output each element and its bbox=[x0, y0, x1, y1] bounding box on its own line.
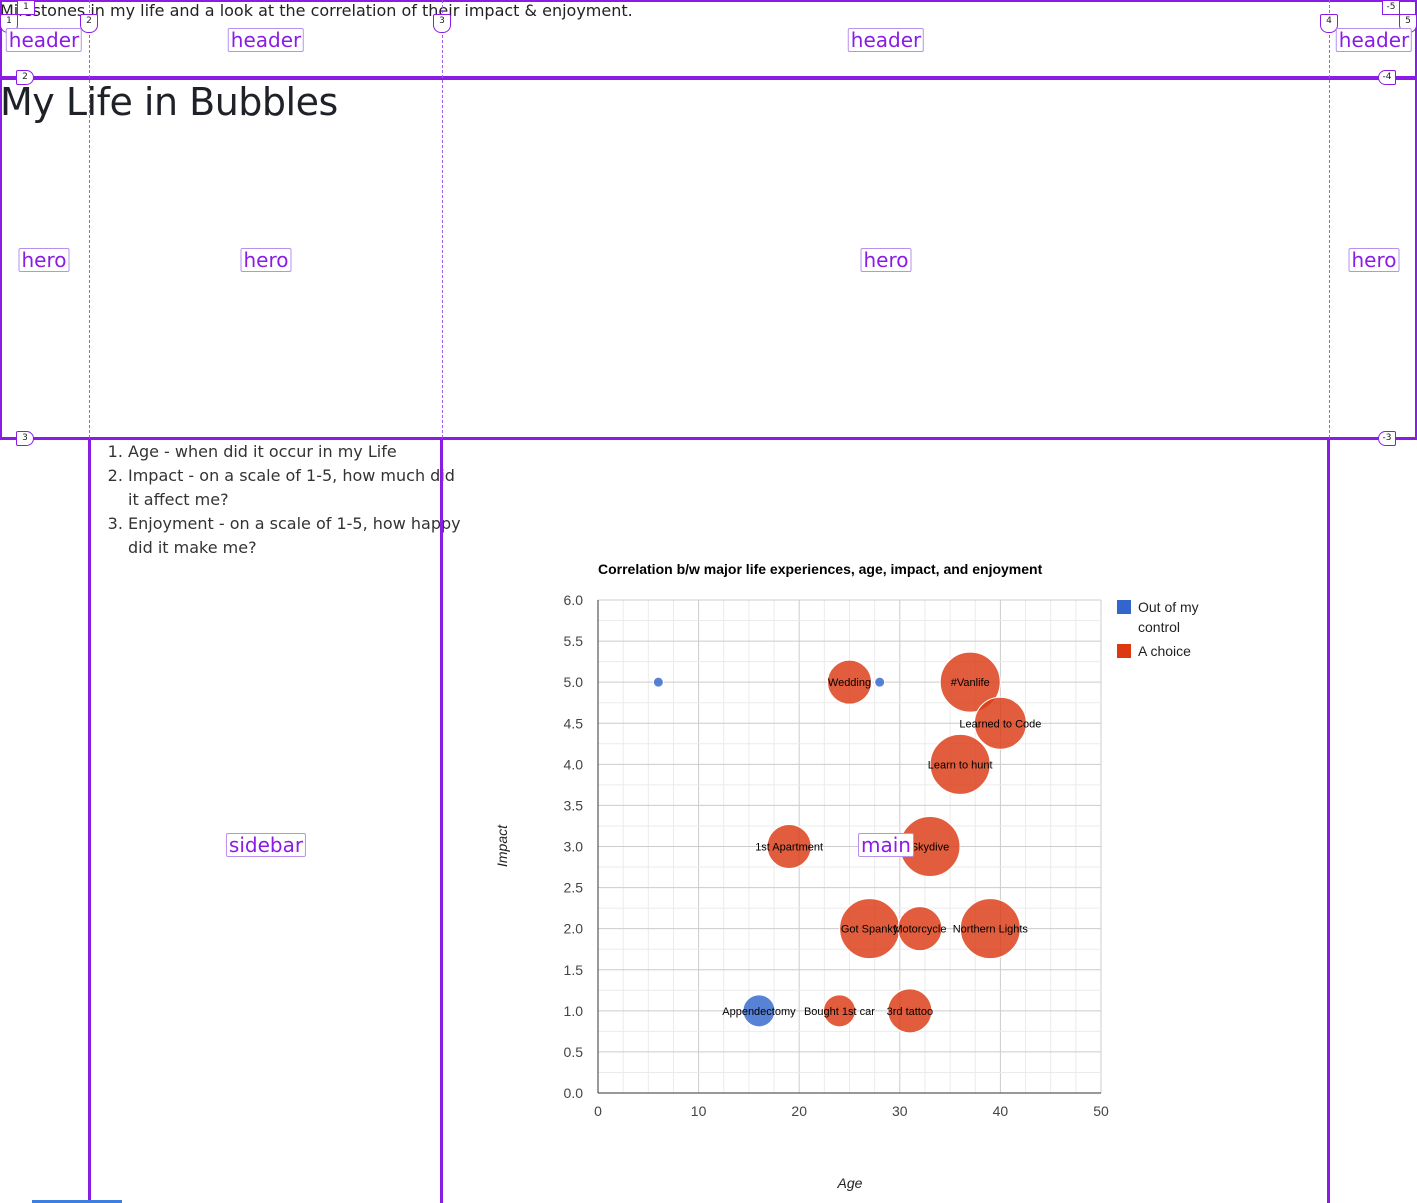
bubble-label: Northern Lights bbox=[953, 924, 1029, 936]
legend-label-a-choice: A choice bbox=[1138, 643, 1191, 659]
chart-axes: 0 10 20 30 40 50 0.0 0.5 1.0 1.5 2.0 2.5 3.0 3.5 4.0 4.… bbox=[564, 592, 1109, 1119]
criteria-item: Enjoyment - on a scale of 1-5, how happy… bbox=[128, 512, 468, 560]
bubble bbox=[874, 676, 886, 688]
grid-area-label: header bbox=[5, 28, 83, 52]
y-tick-label: 1.0 bbox=[564, 1003, 584, 1019]
bubble-label: Bought 1st car bbox=[804, 1006, 875, 1018]
grid-row-line-3 bbox=[0, 437, 1417, 440]
bubble bbox=[929, 733, 991, 795]
grid-line-number: 1 bbox=[17, 0, 35, 15]
bubble bbox=[959, 898, 1021, 960]
bubble-label: Learned to Code bbox=[959, 718, 1041, 730]
y-tick-label: 0.0 bbox=[564, 1085, 584, 1101]
x-axis-label: Age bbox=[837, 1175, 863, 1191]
intro-text: Milestones in my life and a look at the … bbox=[0, 1, 633, 20]
bubble-label: 3rd tattoo bbox=[887, 1006, 933, 1018]
grid-line-number: -3 bbox=[1378, 431, 1396, 446]
grid-line-number: 3 bbox=[433, 14, 451, 33]
y-tick-label: 5.5 bbox=[564, 633, 584, 649]
chart-title: Correlation b/w major life experiences, … bbox=[598, 561, 1043, 577]
bubble bbox=[652, 676, 664, 688]
grid-line-number: -5 bbox=[1382, 0, 1400, 15]
y-tick-label: 4.5 bbox=[564, 715, 584, 731]
grid-col-line-4 bbox=[1327, 438, 1330, 1203]
grid-track-dash bbox=[442, 0, 443, 438]
legend-swatch-out-of-control bbox=[1117, 600, 1131, 614]
grid-area-label: header bbox=[847, 28, 925, 52]
grid-area-label: hero bbox=[240, 248, 292, 272]
grid-track-dash bbox=[89, 0, 90, 438]
grid-area-label: hero bbox=[860, 248, 912, 272]
bubble-label: 1st Apartment bbox=[755, 842, 823, 854]
grid-area-label: main bbox=[858, 833, 914, 857]
x-tick-label: 10 bbox=[691, 1103, 707, 1119]
y-tick-label: 3.5 bbox=[564, 797, 584, 813]
grid-line-number: 4 bbox=[1320, 14, 1338, 33]
bubble bbox=[897, 906, 943, 952]
horizontal-scrollbar-thumb[interactable] bbox=[32, 1200, 122, 1203]
grid-col-line-3 bbox=[440, 438, 443, 1203]
y-tick-label: 0.5 bbox=[564, 1044, 584, 1060]
chart-bubble-labels: Appendectomy Wedding #Vanlife Learned to Co… bbox=[722, 677, 1041, 1018]
x-tick-label: 40 bbox=[993, 1103, 1009, 1119]
y-tick-label: 1.5 bbox=[564, 962, 584, 978]
bubble bbox=[742, 994, 776, 1028]
chart-legend: Out of my control A choice bbox=[1117, 599, 1199, 659]
grid-line-number: -4 bbox=[1378, 70, 1396, 85]
bubble bbox=[766, 824, 812, 869]
grid-track-dash bbox=[1329, 0, 1330, 438]
legend-label-out-of-control: Out of my control bbox=[1138, 599, 1199, 635]
y-axis-label: Impact bbox=[494, 824, 510, 867]
grid-area-label: sidebar bbox=[225, 833, 307, 857]
chart-bubbles bbox=[652, 651, 1027, 1034]
x-tick-label: 20 bbox=[791, 1103, 807, 1119]
page-title: My Life in Bubbles bbox=[0, 80, 338, 124]
criteria-item: Age - when did it occur in my Life bbox=[128, 440, 468, 464]
grid-area-label: hero bbox=[18, 248, 70, 272]
grid-row-line-2 bbox=[0, 76, 1417, 79]
bubble-label: Got Spanky bbox=[841, 924, 899, 936]
grid-col-line-2 bbox=[88, 438, 91, 1203]
criteria-list: Age - when did it occur in my Life Impac… bbox=[108, 440, 468, 560]
bubble bbox=[822, 994, 856, 1028]
y-tick-label: 4.0 bbox=[564, 756, 584, 772]
x-tick-label: 30 bbox=[892, 1103, 908, 1119]
grid-area-label: header bbox=[227, 28, 305, 52]
bubble bbox=[939, 651, 1001, 713]
grid-line-number: 2 bbox=[16, 70, 34, 85]
y-tick-label: 3.0 bbox=[564, 839, 584, 855]
bubble-label: Learn to hunt bbox=[928, 759, 993, 771]
grid-area-label: hero bbox=[1348, 248, 1400, 272]
legend-swatch-a-choice bbox=[1117, 644, 1131, 658]
grid-line-number: 2 bbox=[80, 14, 98, 33]
y-tick-label: 6.0 bbox=[564, 592, 584, 608]
bubble bbox=[887, 988, 933, 1034]
grid-line-number: 3 bbox=[16, 431, 34, 446]
grid-area-label: header bbox=[1335, 28, 1413, 52]
bubble-label: #Vanlife bbox=[951, 677, 990, 689]
x-tick-label: 50 bbox=[1093, 1103, 1109, 1119]
y-tick-label: 2.0 bbox=[564, 921, 584, 937]
bubble bbox=[973, 696, 1027, 750]
bubble-label: Appendectomy bbox=[722, 1006, 796, 1018]
y-tick-label: 5.0 bbox=[564, 674, 584, 690]
bubble-label: Wedding bbox=[828, 677, 871, 689]
bubble bbox=[827, 659, 872, 705]
bubble-label: Motorcycle bbox=[893, 924, 946, 936]
bubble-label: Skydive bbox=[911, 842, 950, 854]
x-tick-label: 0 bbox=[594, 1103, 602, 1119]
y-tick-label: 2.5 bbox=[564, 880, 584, 896]
criteria-item: Impact - on a scale of 1-5, how much did… bbox=[128, 464, 468, 512]
